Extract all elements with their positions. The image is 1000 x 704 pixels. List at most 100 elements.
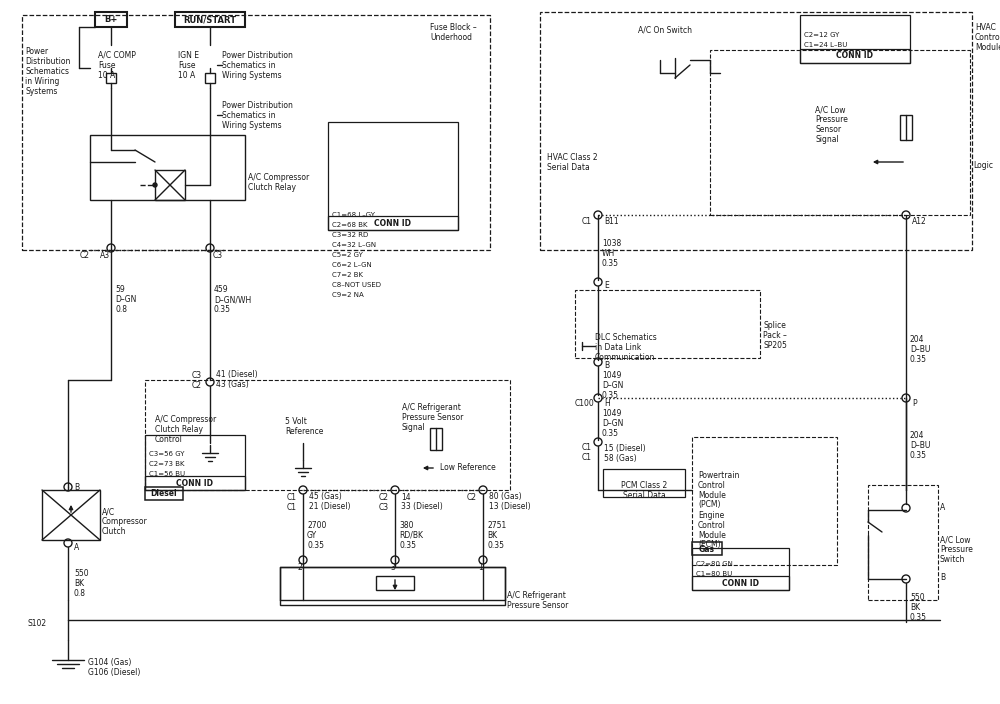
Text: 0.35: 0.35 <box>910 356 927 365</box>
Text: C2: C2 <box>80 251 90 260</box>
Text: 204: 204 <box>910 336 924 344</box>
Bar <box>95 12 127 27</box>
Text: HVAC Class 2: HVAC Class 2 <box>547 153 598 163</box>
Text: BK: BK <box>487 531 497 539</box>
Text: A/C Low: A/C Low <box>815 106 846 115</box>
Bar <box>800 15 910 63</box>
Text: C1: C1 <box>287 493 297 501</box>
Bar <box>900 115 912 140</box>
Bar <box>90 135 245 200</box>
Text: D–BU: D–BU <box>910 441 930 449</box>
Text: C1=80 BU: C1=80 BU <box>696 571 732 577</box>
Bar <box>710 50 970 215</box>
Bar <box>328 216 458 230</box>
Text: Clutch Relay: Clutch Relay <box>248 184 296 192</box>
Text: RUN/START: RUN/START <box>184 15 237 25</box>
Text: 2700: 2700 <box>307 520 326 529</box>
Text: Control: Control <box>155 436 183 444</box>
Bar <box>603 469 685 497</box>
Bar <box>145 380 510 490</box>
Bar <box>692 437 837 565</box>
Text: A/C On Switch: A/C On Switch <box>638 25 692 34</box>
Text: SP205: SP205 <box>763 341 787 349</box>
Text: Powertrain: Powertrain <box>698 470 739 479</box>
Bar <box>145 487 183 500</box>
Bar <box>145 435 245 490</box>
Text: Sensor: Sensor <box>815 125 841 134</box>
Text: 550: 550 <box>74 569 89 577</box>
Text: C1: C1 <box>582 453 592 463</box>
Bar <box>145 476 245 490</box>
Bar <box>800 49 910 63</box>
Text: 204: 204 <box>910 431 924 439</box>
Text: 0.35: 0.35 <box>602 391 619 399</box>
Text: B: B <box>604 361 609 370</box>
Text: C2: C2 <box>467 493 477 501</box>
Text: C1=56 BU: C1=56 BU <box>149 471 185 477</box>
Text: Systems: Systems <box>25 87 57 96</box>
Bar <box>205 73 215 83</box>
Text: 0.35: 0.35 <box>307 541 324 550</box>
Text: C1: C1 <box>287 503 297 512</box>
Text: Wiring Systems: Wiring Systems <box>222 70 282 80</box>
Text: 459: 459 <box>214 286 229 294</box>
Text: B11: B11 <box>604 218 619 227</box>
Text: C7=2 BK: C7=2 BK <box>332 272 363 278</box>
Text: Schematics in: Schematics in <box>222 61 276 70</box>
Text: Diesel: Diesel <box>151 489 177 498</box>
Bar <box>22 15 490 250</box>
Text: 0.8: 0.8 <box>74 589 86 598</box>
Circle shape <box>153 183 157 187</box>
Text: HVAC: HVAC <box>975 23 996 32</box>
Text: Control: Control <box>698 481 726 489</box>
Text: B+: B+ <box>104 15 118 25</box>
Text: Engine: Engine <box>698 510 724 520</box>
Text: 59: 59 <box>115 286 125 294</box>
Text: Pressure Sensor: Pressure Sensor <box>402 413 463 422</box>
Text: A/C Refrigerant: A/C Refrigerant <box>507 591 566 600</box>
Text: 0.35: 0.35 <box>602 258 619 268</box>
Text: C3: C3 <box>192 370 202 379</box>
Bar <box>376 576 414 590</box>
Bar <box>868 485 938 600</box>
Text: 58 (Gas): 58 (Gas) <box>604 453 637 463</box>
Text: A12: A12 <box>912 218 927 227</box>
Text: C2: C2 <box>379 493 389 501</box>
Text: 1038: 1038 <box>602 239 621 248</box>
Text: 0.35: 0.35 <box>214 306 231 315</box>
Text: C2: C2 <box>192 380 202 389</box>
Text: 2: 2 <box>298 563 303 572</box>
Bar <box>692 542 722 555</box>
Text: Module: Module <box>698 491 726 500</box>
Text: C9=2 NA: C9=2 NA <box>332 292 364 298</box>
Text: 0.35: 0.35 <box>602 429 619 437</box>
Text: C2=12 GY: C2=12 GY <box>804 32 839 38</box>
Text: D–GN: D–GN <box>602 418 623 427</box>
Text: Power Distribution: Power Distribution <box>222 101 293 110</box>
Text: Schematics: Schematics <box>25 68 69 77</box>
Text: H: H <box>604 399 610 408</box>
Text: 2751: 2751 <box>487 520 506 529</box>
Text: A/C Compressor: A/C Compressor <box>248 173 309 182</box>
Text: Compressor: Compressor <box>102 517 148 527</box>
Text: 45 (Gas): 45 (Gas) <box>309 493 342 501</box>
Text: 550: 550 <box>910 593 925 603</box>
Bar <box>175 12 245 27</box>
Bar <box>430 428 442 450</box>
Text: Power: Power <box>25 47 48 56</box>
Bar <box>540 12 972 250</box>
Text: 33 (Diesel): 33 (Diesel) <box>401 503 443 512</box>
Text: 0.35: 0.35 <box>487 541 504 550</box>
Text: 21 (Diesel): 21 (Diesel) <box>309 503 351 512</box>
Text: 5 Volt: 5 Volt <box>285 417 307 427</box>
Text: C4=32 L–GN: C4=32 L–GN <box>332 242 376 248</box>
Text: 0.8: 0.8 <box>115 306 127 315</box>
Text: Signal: Signal <box>815 135 839 144</box>
Text: D–BU: D–BU <box>910 346 930 355</box>
Text: A: A <box>74 543 79 553</box>
Text: Distribution: Distribution <box>25 58 70 66</box>
Text: (PCM): (PCM) <box>698 501 720 510</box>
Text: CONN ID: CONN ID <box>836 51 874 61</box>
Text: 13 (Diesel): 13 (Diesel) <box>489 503 531 512</box>
Text: A/C: A/C <box>102 508 115 517</box>
